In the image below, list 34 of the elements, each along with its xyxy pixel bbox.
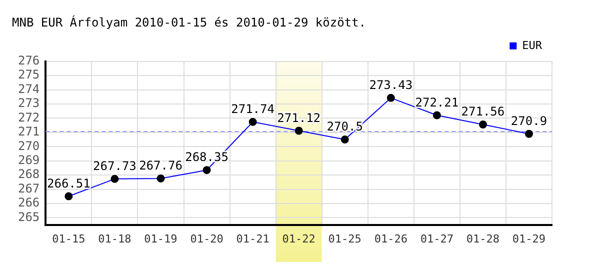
data-label: 267.76 [139,158,182,173]
x-tick-label: 01-26 [374,232,408,246]
data-label: 271.12 [277,110,321,125]
x-tick-label: 01-21 [236,232,270,246]
y-tick-label: 275 [18,68,40,82]
y-tick-label: 268 [18,167,40,182]
x-tick-label: 01-19 [144,232,178,246]
x-tick-label: 01-20 [190,232,224,246]
x-tick-label: 01-29 [512,232,546,246]
y-tick-label: 272 [18,110,40,124]
legend-label: EUR [522,38,542,52]
y-tick-label: 273 [18,96,40,110]
y-tick-label: 271 [18,124,40,139]
y-tick-label: 267 [18,181,40,196]
y-tick-label: 269 [18,152,40,167]
data-label: 273.43 [369,78,413,92]
x-tick-label: 01-28 [466,232,500,246]
chart-title: MNB EUR Árfolyam 2010-01-15 és 2010-01-29 között. [12,14,366,30]
data-label: 271.56 [461,104,505,119]
data-label: 267.73 [93,159,136,174]
data-label: 272.21 [415,95,459,110]
x-tick-label: 01-27 [420,232,454,246]
y-tick-label: 274 [18,82,40,96]
y-tick-label: 265 [18,210,40,224]
y-tick-label: 276 [18,54,40,68]
y-tick-label: 266 [18,196,40,210]
x-tick-label: 01-15 [52,232,86,246]
data-label: 270.9 [510,114,548,128]
y-tick-label: 270 [18,138,40,153]
data-label: 271.74 [231,102,274,116]
data-label: 266.51 [47,176,90,190]
x-tick-label: 01-25 [328,232,362,246]
x-tick-label: 01-18 [98,232,132,246]
x-tick-label: 01-22 [282,232,316,246]
